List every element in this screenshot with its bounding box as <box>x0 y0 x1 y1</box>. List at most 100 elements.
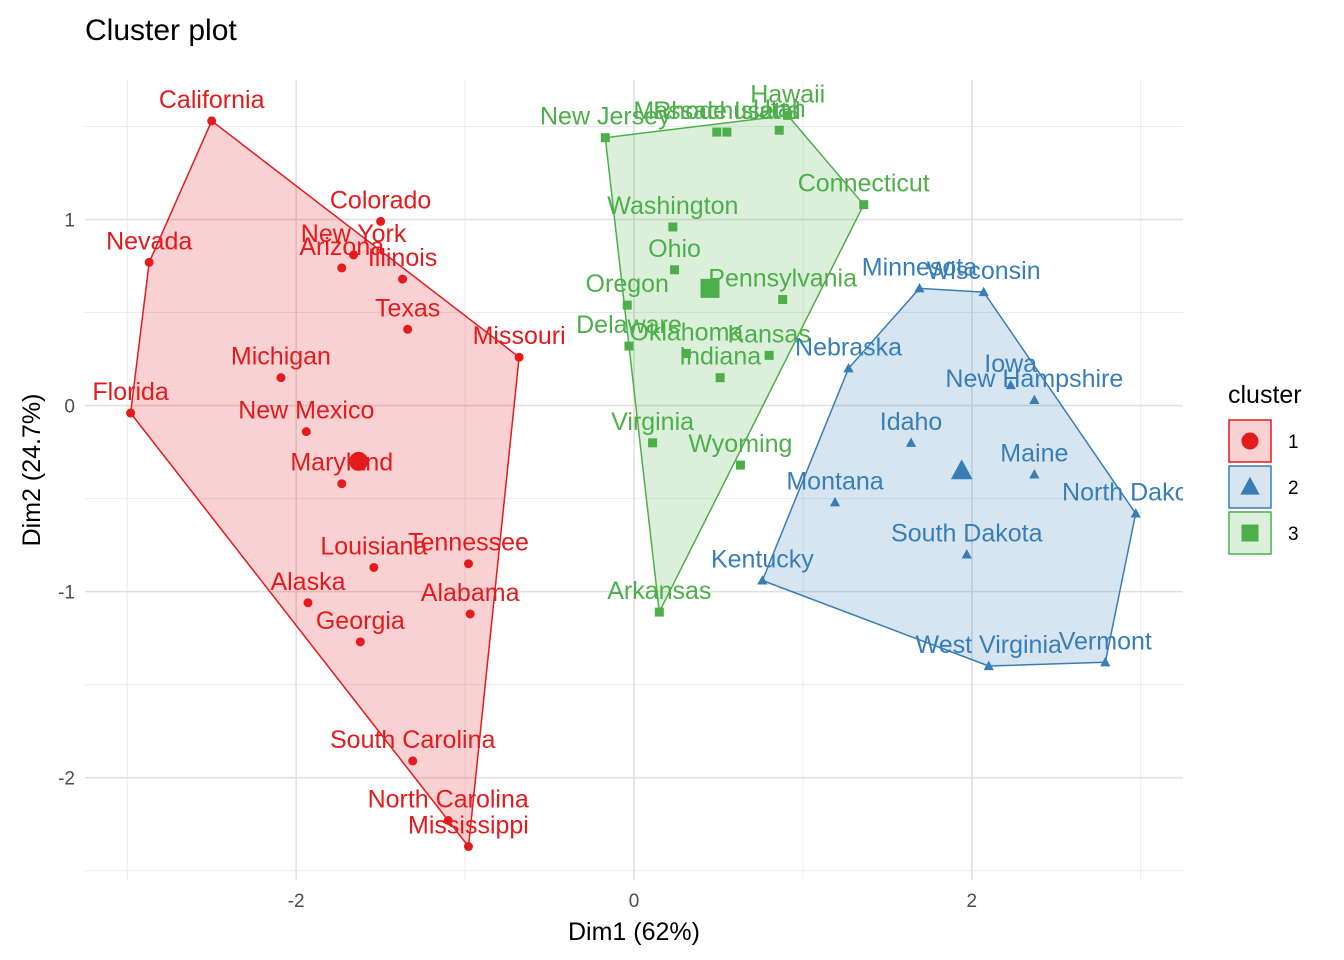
point-idaho <box>905 437 917 447</box>
point-label-kentucky: Kentucky <box>711 545 814 573</box>
point-florida <box>126 408 136 418</box>
point-nevada <box>144 257 154 267</box>
point-label-wyoming: Wyoming <box>688 430 792 458</box>
point-label-north-carolina: North Carolina <box>368 785 529 813</box>
point-label-new-york: New York <box>301 220 407 248</box>
point-alabama <box>465 609 475 619</box>
point-texas <box>403 324 413 334</box>
point-label-kansas: Kansas <box>727 320 810 348</box>
point-hawaii <box>783 110 793 120</box>
legend: cluster 1 2 3 <box>1228 381 1302 555</box>
point-connecticut <box>859 200 869 210</box>
point-iowa <box>1005 379 1016 390</box>
point-label-north-dakota: North Dakota <box>1062 478 1209 506</box>
point-new-york <box>349 250 359 260</box>
point-arizona <box>337 263 347 273</box>
point-label-rhode-island: Rhode Island <box>653 97 800 125</box>
y-tick-label: -2 <box>58 769 75 790</box>
cluster-hull-2 <box>761 287 1137 667</box>
point-label-oregon: Oregon <box>586 270 669 298</box>
point-south-carolina <box>408 756 418 766</box>
cluster-hulls <box>129 114 1137 848</box>
point-missouri <box>514 352 524 362</box>
legend-label-2: 2 <box>1288 478 1299 499</box>
centroid-cluster-3 <box>700 278 720 298</box>
point-label-new-mexico: New Mexico <box>238 397 374 425</box>
legend-label-3: 3 <box>1288 524 1299 545</box>
x-axis-title: Dim1 (62%) <box>568 918 700 946</box>
x-tick-label: 2 <box>967 891 978 912</box>
legend-symbol-1 <box>1241 432 1259 450</box>
cluster-centroids <box>349 278 973 480</box>
point-label-nevada: Nevada <box>106 227 192 255</box>
legend-title: cluster <box>1228 381 1302 409</box>
point-colorado <box>376 216 386 226</box>
point-west-virginia <box>983 660 994 671</box>
point-maine <box>1029 469 1040 479</box>
grid-lines <box>85 80 1183 880</box>
point-label-georgia: Georgia <box>316 607 405 635</box>
point-nebraska <box>843 362 854 373</box>
point-label-pennsylvania: Pennsylvania <box>708 265 857 293</box>
point-label-montana: Montana <box>786 467 883 495</box>
point-label-illinois: Illinois <box>368 244 437 272</box>
point-maryland <box>337 479 347 489</box>
point-label-minnesota: Minnesota <box>862 253 977 281</box>
point-label-south-dakota: South Dakota <box>891 519 1043 547</box>
point-label-virginia: Virginia <box>611 408 694 436</box>
point-arkansas <box>654 607 664 617</box>
chart-title: Cluster plot <box>85 14 237 47</box>
point-montana <box>829 496 841 507</box>
point-wisconsin <box>978 286 989 297</box>
point-label-delaware: Delaware <box>576 311 682 339</box>
point-label-alaska: Alaska <box>270 568 345 596</box>
legend-symbol-2 <box>1240 476 1260 495</box>
point-north-carolina <box>443 815 453 825</box>
point-label-idaho: Idaho <box>880 408 943 436</box>
point-indiana <box>715 373 725 383</box>
point-tennessee <box>463 559 473 569</box>
point-label-mississippi: Mississippi <box>408 812 529 840</box>
point-label-indiana: Indiana <box>679 343 761 371</box>
point-label-tennessee: Tennessee <box>408 529 529 557</box>
cluster-hull-1 <box>129 120 520 848</box>
point-kentucky <box>757 575 768 585</box>
point-california <box>207 116 217 126</box>
point-label-michigan: Michigan <box>231 343 331 371</box>
point-minnesota <box>914 282 925 293</box>
point-kansas <box>764 350 774 360</box>
point-georgia <box>355 637 365 647</box>
point-label-oklahoma: Oklahoma <box>629 318 743 346</box>
point-label-west-virginia: West Virginia <box>916 631 1062 659</box>
point-label-massachusetts: Massachusetts <box>633 97 800 125</box>
point-massachusetts <box>712 127 722 137</box>
point-label-iowa: Iowa <box>984 350 1037 378</box>
point-utah <box>774 125 784 135</box>
x-tick-label: 0 <box>629 891 640 912</box>
point-label-hawaii: Hawaii <box>750 80 825 108</box>
legend-symbol-3 <box>1241 524 1259 542</box>
point-new-hampshire <box>1029 394 1040 405</box>
point-alaska <box>303 598 313 608</box>
point-label-wisconsin: Wisconsin <box>927 257 1041 285</box>
point-south-dakota <box>961 549 972 559</box>
point-north-dakota <box>1130 508 1141 518</box>
point-label-washington: Washington <box>607 192 738 220</box>
point-label-maine: Maine <box>1000 439 1068 467</box>
point-delaware <box>624 341 634 351</box>
x-tick-label: -2 <box>288 891 305 912</box>
point-label-missouri: Missouri <box>473 322 566 350</box>
point-label-alabama: Alabama <box>421 579 520 607</box>
y-tick-label: 0 <box>64 397 75 418</box>
point-label-south-carolina: South Carolina <box>330 726 495 754</box>
point-new-jersey <box>600 133 610 143</box>
point-label-connecticut: Connecticut <box>798 170 930 198</box>
point-label-louisiana: Louisiana <box>320 532 427 560</box>
point-label-ohio: Ohio <box>648 235 701 263</box>
centroid-cluster-2 <box>950 459 973 480</box>
point-michigan <box>276 373 286 383</box>
point-mississippi <box>463 842 473 852</box>
point-wyoming <box>735 460 745 470</box>
point-label-utah: Utah <box>753 95 806 123</box>
